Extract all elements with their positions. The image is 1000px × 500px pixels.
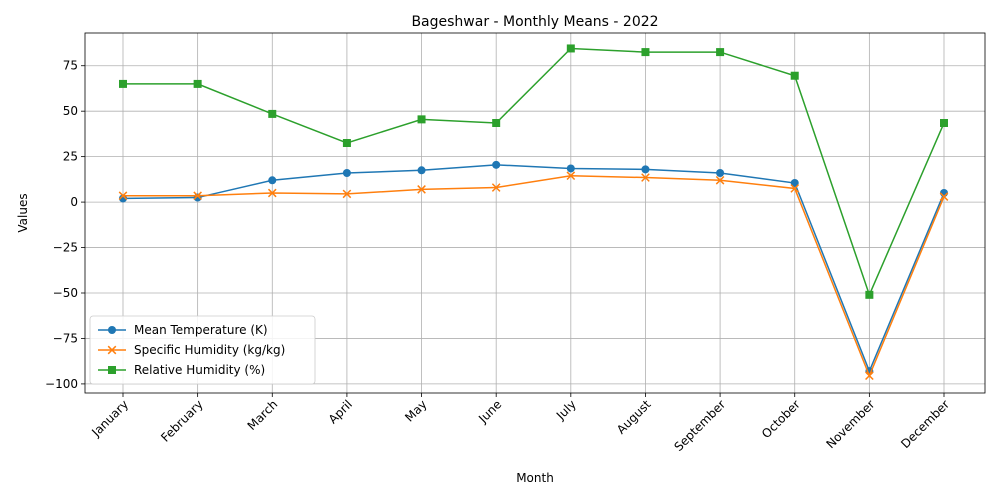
- data-point: [865, 371, 874, 381]
- legend-label: Mean Temperature (K): [134, 323, 268, 337]
- x-tick-label: July: [553, 397, 579, 423]
- data-point: [342, 189, 352, 199]
- data-point: [417, 166, 426, 175]
- x-tick-label: October: [759, 397, 803, 441]
- legend-box: [89, 315, 316, 385]
- x-tick-label: June: [475, 397, 504, 426]
- series-3: [119, 44, 948, 299]
- y-tick-label: −50: [53, 286, 78, 300]
- legend-marker: [108, 366, 116, 374]
- data-point: [715, 175, 725, 185]
- series-line: [123, 47, 945, 297]
- y-tick-label: −75: [53, 331, 78, 345]
- x-tick-label: February: [158, 397, 206, 445]
- x-tick-label: September: [671, 397, 728, 454]
- series-line: [123, 174, 945, 378]
- legend: Mean Temperature (K) Specific Humidity (k…: [89, 315, 316, 385]
- data-point: [417, 185, 426, 194]
- data-point: [939, 192, 949, 201]
- data-point: [268, 176, 277, 185]
- grid-lines: [85, 33, 985, 393]
- y-tick-label: −100: [45, 377, 78, 391]
- data-point: [417, 115, 426, 124]
- data-point: [491, 183, 501, 192]
- data-point: [119, 79, 127, 88]
- data-point: [118, 191, 128, 201]
- x-tick-label: May: [402, 397, 429, 424]
- data-point: [566, 171, 576, 181]
- y-tick-label: 75: [63, 59, 78, 73]
- data-point: [342, 169, 351, 177]
- y-tick-label: −25: [53, 241, 78, 255]
- x-tick-label: November: [823, 397, 877, 451]
- data-point: [790, 184, 800, 193]
- legend-label: Relative Humidity (%): [134, 363, 265, 377]
- y-axis-label: Values: [16, 193, 30, 232]
- legend-marker: [107, 345, 117, 355]
- data-point: [193, 191, 202, 201]
- data-point: [342, 139, 351, 147]
- data-point: [492, 119, 501, 127]
- y-tick-label: 50: [63, 104, 78, 118]
- legend-item: Specific Humidity (kg/kg): [98, 343, 285, 357]
- legend-item: Relative Humidity (%): [98, 363, 265, 377]
- data-point: [641, 165, 650, 174]
- data-point: [267, 188, 277, 198]
- data-point: [790, 71, 799, 80]
- legend-label: Specific Humidity (kg/kg): [134, 343, 285, 357]
- data-point: [716, 48, 725, 57]
- x-tick-label: August: [614, 397, 654, 437]
- series-group: [118, 44, 949, 381]
- data-point: [193, 79, 202, 88]
- x-tick-label: January: [88, 397, 131, 440]
- y-tick-label: 25: [63, 150, 78, 164]
- data-point: [566, 44, 575, 53]
- x-tick-label: December: [898, 397, 952, 451]
- data-point: [268, 109, 277, 118]
- y-tick-label: 0: [70, 195, 78, 209]
- data-point: [566, 164, 575, 173]
- x-tick-label: March: [245, 397, 281, 433]
- x-tick-label: April: [326, 397, 355, 426]
- series-2: [118, 171, 949, 381]
- data-point: [641, 48, 650, 57]
- data-point: [940, 119, 948, 127]
- data-point: [790, 179, 799, 187]
- series-line: [122, 164, 945, 374]
- data-point: [865, 290, 874, 299]
- plot-frame: [84, 32, 986, 394]
- series-1: [119, 160, 948, 376]
- chart-title: Bageshwar - Monthly Means - 2022: [411, 14, 658, 30]
- data-point: [716, 169, 725, 177]
- legend-marker: [108, 326, 116, 334]
- data-point: [492, 160, 501, 169]
- x-axis-label: Month: [516, 471, 554, 485]
- legend-item: Mean Temperature (K): [98, 323, 268, 337]
- data-point: [641, 173, 650, 182]
